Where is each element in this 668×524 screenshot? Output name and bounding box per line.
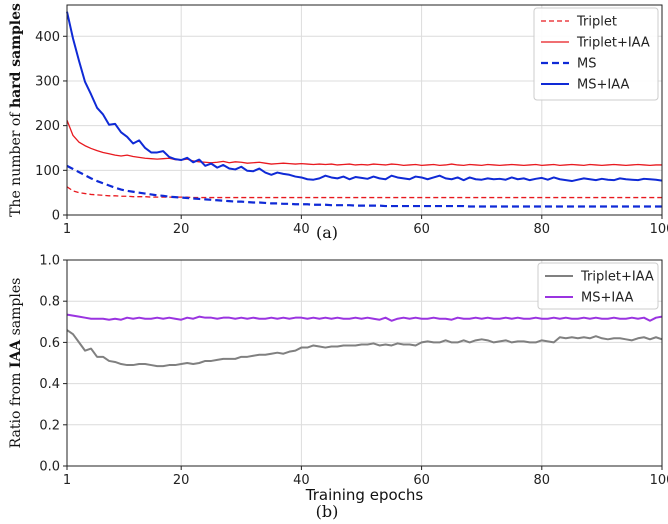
legend-label: MS: [577, 57, 596, 72]
x-tick-label: 80: [534, 473, 551, 488]
y-axis-title-text: The number of: [8, 108, 24, 217]
x-tick-label: 60: [413, 222, 430, 237]
plot-frame: [66, 4, 663, 216]
y-axis: 0 100 200 300 400: [35, 30, 67, 224]
y-tick-label: 1.0: [39, 254, 60, 269]
y-tick-label: 0.4: [39, 377, 60, 392]
panel-label: (a): [316, 223, 338, 242]
x-tick-label: 60: [413, 473, 430, 488]
legend: Triplet+IAA MS+IAA: [537, 262, 659, 310]
x-tick-label: 80: [534, 222, 551, 237]
y-axis-title: The number of hard samples: [8, 3, 24, 217]
x-axis-title: Training epochs: [305, 486, 424, 504]
y-tick-label: 400: [35, 30, 60, 45]
legend-label: Triplet+IAA: [576, 36, 650, 51]
series-line-triplet-iaa: [66, 120, 662, 167]
plot-frame: [66, 259, 663, 467]
x-tick-label: 40: [293, 473, 310, 488]
series-group: [66, 313, 663, 368]
x-tick-label: 40: [293, 222, 310, 237]
series-line-ms-iaa: [66, 313, 663, 322]
legend-label: MS+IAA: [581, 291, 633, 306]
series-group: [66, 11, 663, 208]
y-tick-label: 0.0: [39, 460, 60, 475]
x-axis: 1 20 40 60 80 100: [63, 466, 668, 488]
y-axis: 0.0 0.2 0.4 0.6 0.8 1.0: [39, 254, 67, 475]
legend-label: Triplet+IAA: [580, 270, 654, 285]
legend: Triplet Triplet+IAA MS MS+IAA: [533, 7, 659, 101]
y-tick-label: 0.2: [39, 418, 60, 433]
legend-label: Triplet: [576, 15, 617, 30]
chart-panel-1: 1 20 40 60 80 100 0 100 200 300 400 The number of h…: [8, 3, 668, 242]
series-line-ms-iaa: [66, 11, 663, 183]
legend-label: MS+IAA: [577, 78, 629, 93]
series-line-ms: [66, 164, 662, 208]
y-axis-title-emphasis: IAA: [8, 339, 24, 368]
y-tick-label: 0: [52, 209, 60, 224]
y-tick-label: 300: [35, 74, 60, 89]
y-axis-title-emphasis: hard samples: [8, 3, 24, 108]
y-tick-label: 200: [35, 119, 60, 134]
y-axis-title-text: Ratio from: [8, 368, 24, 448]
x-axis: 1 20 40 60 80 100: [63, 215, 668, 237]
series-line-triplet-iaa: [66, 329, 663, 368]
x-tick-label: 100: [650, 222, 668, 237]
legend-frame: [533, 7, 659, 101]
x-tick-label: 20: [173, 473, 190, 488]
y-axis-title: Ratio from IAA samples: [8, 278, 24, 449]
x-tick-label: 20: [173, 222, 190, 237]
x-tick-label: 100: [650, 473, 668, 488]
panel-label: (b): [316, 502, 339, 521]
y-tick-label: 0.8: [39, 295, 60, 310]
y-tick-label: 100: [35, 164, 60, 179]
x-tick-label: 1: [63, 473, 71, 488]
x-tick-label: 1: [63, 222, 71, 237]
chart-panel-2: 1 20 40 60 80 100 0.0 0.2 0.4 0.6 0.8 1.0 Ratio from…: [8, 254, 668, 522]
y-axis-title-suffix: samples: [8, 278, 24, 340]
y-tick-label: 0.6: [39, 336, 60, 351]
